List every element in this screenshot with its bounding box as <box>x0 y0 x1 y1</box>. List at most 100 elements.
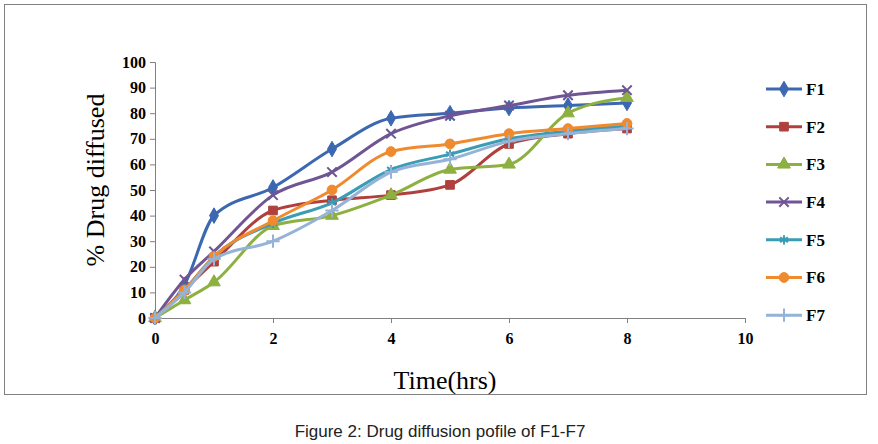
y-tick-label: 0 <box>138 310 146 327</box>
y-axis-title: % Drug diffused <box>81 94 110 267</box>
x-tick-mark <box>273 318 274 323</box>
x-tick-label: 2 <box>270 330 278 347</box>
series-line <box>155 98 627 318</box>
x-tick: 4 <box>388 318 396 347</box>
y-tick-label: 80 <box>130 105 146 122</box>
y-tick-mark <box>150 190 155 191</box>
series-4 <box>151 121 631 322</box>
y-tick-label: 90 <box>130 79 146 96</box>
series-marker <box>180 275 189 284</box>
legend-marker <box>779 273 789 283</box>
y-tick-mark <box>150 62 155 63</box>
legend-entry: F1 <box>766 80 825 99</box>
series-6 <box>148 122 633 325</box>
x-tick-label: 10 <box>738 330 754 347</box>
series-marker <box>269 206 278 215</box>
y-tick: 10 <box>130 284 155 301</box>
series-marker <box>148 311 161 324</box>
series-marker <box>503 157 516 168</box>
y-tick: 100 <box>122 54 155 71</box>
legend-label: F4 <box>806 193 825 212</box>
legend: F1 F2 F3 F4 F5 F6 F7 <box>766 80 825 325</box>
legend-entry: F6 <box>766 268 825 287</box>
series-marker <box>207 252 220 265</box>
x-tick-mark <box>391 318 392 323</box>
legend-label: F1 <box>806 80 825 99</box>
legend-marker <box>780 122 789 131</box>
y-tick: 70 <box>130 130 155 147</box>
series-marker <box>210 208 219 224</box>
series-2 <box>149 90 634 321</box>
legend-entry: F5 <box>766 231 825 250</box>
legend-label: F7 <box>806 306 825 325</box>
series-marker <box>446 105 455 121</box>
chart-title: Figure 2: Drug diffusion pofile of F1-F7 <box>295 422 586 441</box>
series-line <box>155 129 627 318</box>
y-tick-mark <box>150 139 155 140</box>
y-tick-label: 40 <box>130 207 146 224</box>
x-axis-title: Time(hrs) <box>393 366 496 395</box>
series-marker <box>622 85 631 94</box>
x-tick: 10 <box>738 318 754 347</box>
legend-label: F2 <box>806 118 825 137</box>
legend-label: F6 <box>806 268 825 287</box>
x-tick: 6 <box>506 318 514 347</box>
series-marker <box>445 139 455 149</box>
series-marker <box>445 111 454 120</box>
y-tick-label: 20 <box>130 258 146 275</box>
x-tick: 2 <box>270 318 278 347</box>
legend-marker <box>780 235 788 244</box>
legend-marker <box>779 197 788 206</box>
x-tick-label: 0 <box>152 330 160 347</box>
legend-marker <box>778 157 791 168</box>
series-marker <box>266 235 279 248</box>
series-marker <box>328 141 337 157</box>
y-tick-label: 30 <box>130 233 146 250</box>
y-tick-mark <box>150 113 155 114</box>
y-tick-label: 60 <box>130 156 146 173</box>
series-marker <box>563 91 572 100</box>
legend-entry: F3 <box>766 155 825 174</box>
y-axis: 0 10 20 30 40 50 60 70 80 90 100 <box>122 54 156 327</box>
y-tick: 30 <box>130 233 155 250</box>
series-marker <box>327 167 336 176</box>
series-marker <box>502 135 515 148</box>
series-marker <box>386 129 395 138</box>
series-marker <box>325 204 338 217</box>
y-axis-line <box>150 63 156 319</box>
x-tick-mark <box>745 318 746 323</box>
legend-marker <box>780 81 789 97</box>
legend-entry: F2 <box>766 118 825 137</box>
series-5 <box>150 119 632 323</box>
x-tick-label: 4 <box>388 330 396 347</box>
series-line <box>155 129 627 318</box>
x-tick-mark <box>509 318 510 323</box>
series-line <box>155 90 627 318</box>
series-marker <box>327 185 337 195</box>
y-tick-mark <box>150 88 155 89</box>
y-tick-mark <box>150 164 155 165</box>
series-marker <box>443 153 456 166</box>
series-marker <box>387 111 396 127</box>
chart-frame <box>5 5 867 395</box>
series-marker <box>385 188 398 199</box>
series-area <box>148 85 633 325</box>
x-axis-line <box>156 319 746 324</box>
legend-entry: F4 <box>766 193 825 212</box>
y-tick-label: 70 <box>130 130 146 147</box>
x-tick: 8 <box>624 318 632 347</box>
y-tick: 50 <box>130 182 155 199</box>
series-marker <box>621 90 634 101</box>
series-marker <box>504 101 513 110</box>
chart: 02468100102030405060708090100Time(hrs)% … <box>0 0 878 444</box>
legend-entry: F7 <box>766 306 825 325</box>
y-tick-mark <box>150 292 155 293</box>
series-marker <box>178 286 191 299</box>
series-marker <box>268 190 277 199</box>
series-marker <box>384 165 397 178</box>
y-tick-label: 100 <box>122 54 146 71</box>
series-marker <box>505 100 514 116</box>
legend-marker <box>777 309 790 322</box>
y-tick-mark <box>150 241 155 242</box>
legend-label: F5 <box>806 231 825 250</box>
